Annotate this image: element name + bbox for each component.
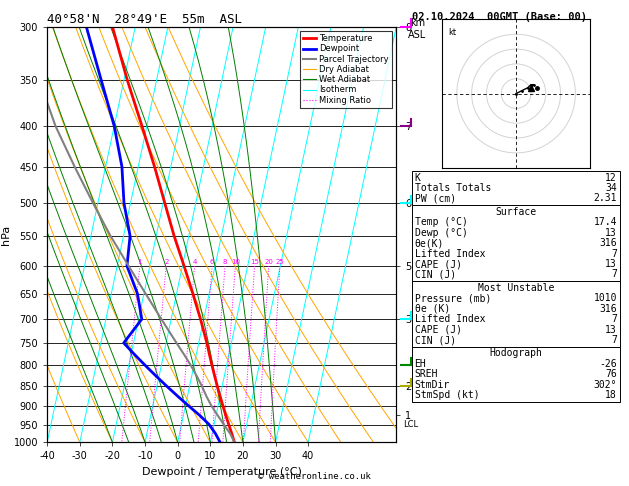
Text: 13: 13 xyxy=(605,227,617,238)
Text: 34: 34 xyxy=(605,183,617,193)
Text: Totals Totals: Totals Totals xyxy=(415,183,491,193)
Text: 302°: 302° xyxy=(594,380,617,390)
Text: CIN (J): CIN (J) xyxy=(415,269,455,279)
Text: -26: -26 xyxy=(599,359,617,369)
Text: © weatheronline.co.uk: © weatheronline.co.uk xyxy=(258,472,371,481)
Text: 02.10.2024  00GMT (Base: 00): 02.10.2024 00GMT (Base: 00) xyxy=(412,12,587,22)
Text: CAPE (J): CAPE (J) xyxy=(415,259,462,269)
Text: CAPE (J): CAPE (J) xyxy=(415,325,462,335)
Text: 1: 1 xyxy=(138,259,142,265)
Text: 6: 6 xyxy=(210,259,214,265)
Text: StmDir: StmDir xyxy=(415,380,450,390)
X-axis label: Dewpoint / Temperature (°C): Dewpoint / Temperature (°C) xyxy=(142,467,302,477)
Text: 316: 316 xyxy=(599,304,617,314)
Text: 7: 7 xyxy=(611,335,617,345)
Y-axis label: km
ASL: km ASL xyxy=(408,18,426,40)
Text: 316: 316 xyxy=(599,238,617,248)
Text: 12: 12 xyxy=(605,173,617,183)
Text: 20: 20 xyxy=(264,259,273,265)
Text: kt: kt xyxy=(448,28,456,37)
Text: 8: 8 xyxy=(223,259,227,265)
Text: 15: 15 xyxy=(250,259,259,265)
Text: 7: 7 xyxy=(611,248,617,259)
Text: Temp (°C): Temp (°C) xyxy=(415,217,467,227)
Legend: Temperature, Dewpoint, Parcel Trajectory, Dry Adiabat, Wet Adiabat, Isotherm, Mi: Temperature, Dewpoint, Parcel Trajectory… xyxy=(300,31,392,108)
Text: Lifted Index: Lifted Index xyxy=(415,248,485,259)
Text: 7: 7 xyxy=(611,314,617,324)
Text: 17.4: 17.4 xyxy=(594,217,617,227)
Text: Surface: Surface xyxy=(495,207,537,217)
Text: 10: 10 xyxy=(231,259,240,265)
Text: SREH: SREH xyxy=(415,369,438,380)
Y-axis label: hPa: hPa xyxy=(1,225,11,244)
Text: Dewp (°C): Dewp (°C) xyxy=(415,227,467,238)
Text: 25: 25 xyxy=(276,259,284,265)
Text: EH: EH xyxy=(415,359,426,369)
Text: Mixing Ratio (g/kg): Mixing Ratio (g/kg) xyxy=(433,195,443,274)
Text: PW (cm): PW (cm) xyxy=(415,193,455,204)
Text: Lifted Index: Lifted Index xyxy=(415,314,485,324)
Text: Hodograph: Hodograph xyxy=(489,348,542,359)
Text: Most Unstable: Most Unstable xyxy=(477,283,554,293)
Text: CIN (J): CIN (J) xyxy=(415,335,455,345)
Text: θe (K): θe (K) xyxy=(415,304,450,314)
Text: Pressure (mb): Pressure (mb) xyxy=(415,293,491,303)
Text: 13: 13 xyxy=(605,325,617,335)
Text: 18: 18 xyxy=(605,390,617,400)
Text: 2: 2 xyxy=(164,259,169,265)
Text: 13: 13 xyxy=(605,259,617,269)
Text: K: K xyxy=(415,173,420,183)
Text: 2.31: 2.31 xyxy=(594,193,617,204)
Text: LCL: LCL xyxy=(403,420,418,429)
Text: StmSpd (kt): StmSpd (kt) xyxy=(415,390,479,400)
Text: 4: 4 xyxy=(192,259,197,265)
Text: 7: 7 xyxy=(611,269,617,279)
Text: 1010: 1010 xyxy=(594,293,617,303)
Text: θe(K): θe(K) xyxy=(415,238,444,248)
Text: 76: 76 xyxy=(605,369,617,380)
Text: 40°58'N  28°49'E  55m  ASL: 40°58'N 28°49'E 55m ASL xyxy=(47,13,242,26)
